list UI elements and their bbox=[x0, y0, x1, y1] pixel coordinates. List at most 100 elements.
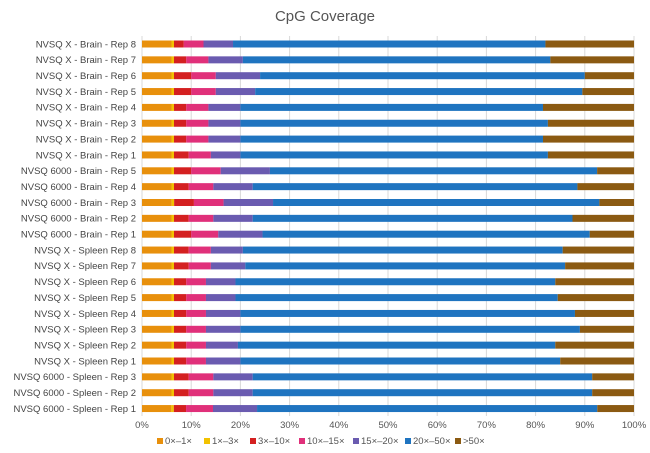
bar-segment bbox=[545, 40, 634, 48]
bar-segment bbox=[555, 278, 634, 286]
bar-segment bbox=[173, 230, 192, 238]
bar-segment bbox=[171, 405, 174, 413]
bar-segment bbox=[597, 405, 634, 413]
bar-segment bbox=[171, 183, 174, 191]
bar-segment bbox=[171, 309, 174, 317]
bar-segment bbox=[186, 103, 209, 111]
bar-segment bbox=[173, 325, 187, 333]
x-axis-ticks: 0% 10% 20% 30% 40% 50% 60% 70% 80% 90% 100% bbox=[135, 420, 647, 431]
bar-segment bbox=[240, 309, 575, 317]
bar-segment bbox=[173, 88, 192, 96]
bar-segment bbox=[173, 309, 187, 317]
bar-segment bbox=[186, 56, 209, 64]
bar-segment bbox=[142, 167, 172, 175]
bar-segment bbox=[186, 405, 213, 413]
bar-segment bbox=[171, 278, 174, 286]
bar-segment bbox=[171, 135, 174, 143]
category-label: NVSQ 6000 - Brain - Rep 1 bbox=[21, 230, 136, 241]
bar-segment bbox=[186, 357, 206, 365]
bar-segment bbox=[193, 199, 224, 206]
bar-segment bbox=[252, 373, 593, 381]
bar-segment bbox=[547, 151, 634, 159]
bar-segment bbox=[255, 88, 583, 96]
bar-segment bbox=[171, 56, 174, 64]
bar-segment bbox=[173, 341, 187, 349]
bar-segment bbox=[565, 262, 634, 270]
bar-segment bbox=[233, 40, 546, 48]
bar-segment bbox=[208, 135, 241, 143]
category-label: NVSQ X - Spleen Rep 4 bbox=[34, 309, 136, 320]
legend-item: 3×–10× bbox=[250, 436, 290, 447]
bar-segment bbox=[142, 183, 172, 191]
bar-segment bbox=[205, 357, 241, 365]
bar-segment bbox=[173, 135, 187, 143]
x-tick-label: 70% bbox=[477, 420, 497, 431]
category-labels: NVSQ X - Brain - Rep 8 NVSQ X - Brain - R… bbox=[13, 39, 136, 415]
bar-segment bbox=[142, 405, 172, 413]
bar-segment bbox=[173, 119, 187, 127]
bar-segment bbox=[171, 373, 174, 381]
bar-segment bbox=[173, 214, 189, 222]
bar-segment bbox=[555, 341, 634, 349]
category-label: NVSQ X - Brain - Rep 2 bbox=[36, 134, 136, 145]
bar-segment bbox=[205, 341, 238, 349]
bar-segment bbox=[223, 199, 274, 206]
bar-segment bbox=[173, 262, 189, 270]
bar-segment bbox=[171, 167, 174, 175]
bar-segment bbox=[215, 88, 256, 96]
bar-segment bbox=[171, 72, 174, 80]
bar-segment bbox=[186, 309, 206, 317]
bar-segment bbox=[142, 88, 172, 96]
legend-swatch bbox=[405, 438, 411, 444]
bar-segment bbox=[173, 40, 184, 48]
bar-segment bbox=[542, 135, 634, 143]
category-label: NVSQ 6000 - Brain - Rep 4 bbox=[21, 182, 136, 193]
bar-segment bbox=[191, 72, 216, 80]
bar-segment bbox=[142, 199, 172, 206]
bar-segment bbox=[188, 151, 211, 159]
bar-segment bbox=[142, 389, 172, 397]
legend-item: 15×–20× bbox=[353, 436, 399, 447]
bar-segment bbox=[237, 341, 556, 349]
bar-segment bbox=[210, 246, 243, 254]
bar-segment bbox=[560, 357, 634, 365]
legend-label: 1×–3× bbox=[212, 436, 239, 447]
bar-segment bbox=[171, 246, 174, 254]
x-tick-label: 20% bbox=[231, 420, 251, 431]
bar-segment bbox=[174, 199, 194, 206]
bar-segment bbox=[142, 103, 172, 111]
bar-segment bbox=[171, 199, 175, 206]
bar-segment bbox=[142, 373, 172, 381]
bar-segment bbox=[547, 119, 634, 127]
bar-segment bbox=[188, 246, 211, 254]
bar-segment bbox=[213, 389, 253, 397]
bar-segment bbox=[235, 294, 558, 302]
x-tick-label: 60% bbox=[428, 420, 448, 431]
bar-segment bbox=[186, 341, 206, 349]
category-label: NVSQ X - Spleen Rep 2 bbox=[34, 340, 136, 351]
bar-segment bbox=[592, 389, 634, 397]
bar-segment bbox=[171, 119, 174, 127]
bar-segment bbox=[579, 325, 634, 333]
bar-segment bbox=[242, 56, 551, 64]
bar-segment bbox=[240, 103, 543, 111]
bar-segment bbox=[542, 103, 634, 111]
bar-segment bbox=[173, 72, 192, 80]
bar-segment bbox=[210, 262, 246, 270]
bar-segment bbox=[597, 167, 634, 175]
bar-segment bbox=[171, 262, 174, 270]
bar-segment bbox=[188, 214, 214, 222]
category-label: NVSQ X - Spleen Rep 1 bbox=[34, 356, 136, 367]
category-label: NVSQ X - Brain - Rep 7 bbox=[36, 55, 136, 66]
bar-segment bbox=[574, 309, 634, 317]
legend: 0×–1× 1×–3× 3×–10× 10×–15× 15×–20× 20×–50× >50… bbox=[157, 436, 485, 447]
bar-segment bbox=[213, 183, 253, 191]
bar-segment bbox=[142, 246, 172, 254]
bar-segment bbox=[252, 389, 593, 397]
bar-segment bbox=[240, 135, 543, 143]
bar-segment bbox=[220, 167, 270, 175]
bar-segment bbox=[203, 40, 234, 48]
category-label: NVSQ 6000 - Spleen - Rep 1 bbox=[13, 404, 136, 415]
bar-segment bbox=[142, 309, 172, 317]
bar-segment bbox=[142, 72, 172, 80]
